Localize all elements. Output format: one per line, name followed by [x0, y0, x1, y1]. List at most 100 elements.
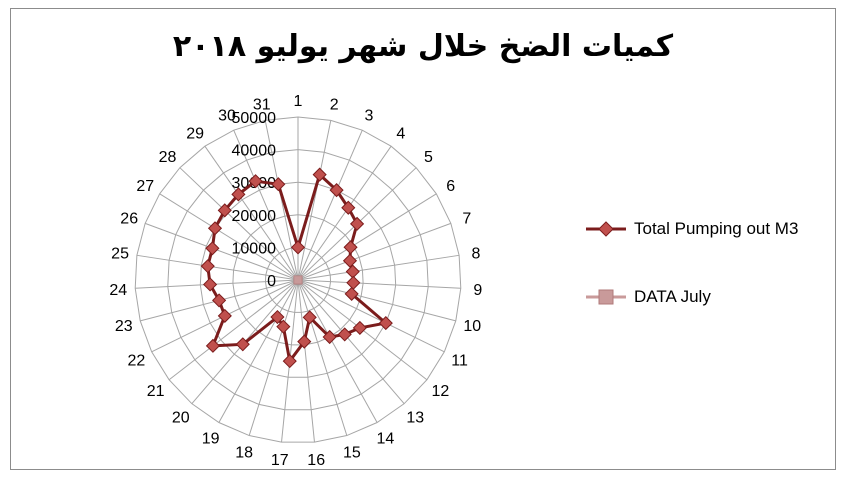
chart-title: كميات الضخ خلال شهر يوليو ٢٠١٨: [172, 29, 674, 64]
grid-spoke: [297, 279, 315, 443]
radial-tick-label: 0: [267, 273, 276, 290]
grid-spoke: [297, 279, 445, 353]
category-label: 16: [307, 452, 325, 469]
category-label: 3: [365, 108, 374, 125]
data-point: [290, 240, 306, 255]
category-label: 1: [294, 93, 303, 110]
category-label: 26: [120, 210, 138, 227]
category-label: 14: [376, 430, 394, 447]
radial-tick-label: 40000: [232, 143, 277, 160]
legend-label-total-pumping: Total Pumping out M3: [634, 219, 799, 238]
grid-spoke: [297, 222, 452, 281]
grid-spoke: [297, 145, 392, 281]
data-point: [248, 174, 263, 189]
category-label: 29: [186, 125, 204, 142]
category-label: 27: [136, 178, 154, 195]
grid-spoke: [297, 279, 461, 289]
data-point: [270, 309, 285, 325]
data-point: [217, 308, 232, 323]
grid-spoke: [159, 193, 299, 281]
chart-frame: كميات الضخ خلال شهر يوليو ٢٠١٨: [10, 8, 836, 470]
data-point: [276, 319, 291, 334]
radial-tick-label: 50000: [232, 110, 277, 127]
category-label: 2: [330, 97, 339, 114]
data-point: [203, 277, 218, 292]
data-point: [349, 216, 365, 231]
data-point: [207, 221, 223, 236]
category-label: 30: [218, 108, 236, 125]
grid-spoke: [297, 193, 437, 281]
category-label: 18: [235, 445, 253, 462]
data-point: [217, 203, 232, 218]
data-point: [378, 315, 393, 331]
category-label: 12: [431, 383, 449, 400]
grid-spoke: [179, 167, 299, 281]
category-label: 24: [109, 282, 127, 299]
data-point: [231, 187, 246, 202]
category-label: 31: [253, 97, 271, 114]
data-point: [212, 293, 227, 308]
category-label: 4: [396, 125, 405, 142]
radial-tick-label: 20000: [232, 208, 277, 225]
category-label: 15: [343, 445, 361, 462]
radial-tick-label: 10000: [232, 240, 277, 257]
grid-spoke: [144, 222, 299, 281]
category-label: 17: [271, 452, 289, 469]
grid-spoke: [168, 279, 299, 381]
category-label: 21: [147, 383, 165, 400]
data-point: [342, 253, 358, 268]
data-point: [205, 241, 220, 256]
legend-label-data-july: DATA July: [634, 287, 711, 306]
grid-ring: [134, 116, 462, 443]
grid-spoke: [297, 130, 363, 281]
category-label: 19: [202, 430, 220, 447]
data-point: [346, 275, 361, 290]
data-point: [235, 337, 250, 352]
data-point: [297, 334, 312, 349]
grid-spoke: [218, 279, 299, 423]
legend-line-marker-diamond: [586, 221, 626, 237]
grid-spoke: [297, 279, 378, 423]
data-point: [293, 275, 303, 285]
legend-line-marker-square: [586, 289, 626, 305]
grid-spoke: [297, 279, 456, 322]
category-label: 9: [473, 282, 482, 299]
grid-spoke: [297, 254, 460, 281]
data-point: [341, 200, 356, 215]
data-point: [271, 177, 286, 192]
category-label: 11: [451, 352, 468, 369]
data-point: [337, 327, 352, 342]
category-label: 10: [463, 318, 481, 335]
category-label: 6: [446, 178, 455, 195]
grid-spoke: [204, 145, 299, 281]
grid-spoke: [233, 130, 299, 281]
data-point: [205, 338, 220, 353]
category-label: 28: [159, 149, 177, 166]
data-point: [312, 167, 327, 182]
category-label: 20: [172, 410, 190, 427]
grid-spoke: [264, 120, 299, 281]
category-label: 22: [127, 352, 145, 369]
category-label: 5: [424, 149, 433, 166]
category-label: 25: [111, 246, 129, 263]
category-label: 13: [406, 410, 424, 427]
grid-spoke: [297, 279, 348, 436]
data-point: [343, 240, 358, 255]
grid-spoke: [248, 279, 299, 436]
data-point: [352, 320, 367, 335]
grid-ring: [167, 149, 429, 411]
data-point: [200, 259, 215, 274]
category-label: 8: [471, 246, 480, 263]
category-label: 23: [115, 318, 133, 335]
data-point: [282, 354, 297, 369]
data-point: [329, 183, 344, 198]
grid-spoke: [136, 254, 299, 281]
data-point: [344, 286, 359, 301]
grid-ring: [264, 246, 332, 313]
grid-spoke: [297, 120, 332, 281]
data-point: [322, 329, 337, 345]
data-point: [302, 310, 317, 325]
grid-spoke: [297, 279, 405, 405]
category-label: 7: [462, 210, 471, 227]
